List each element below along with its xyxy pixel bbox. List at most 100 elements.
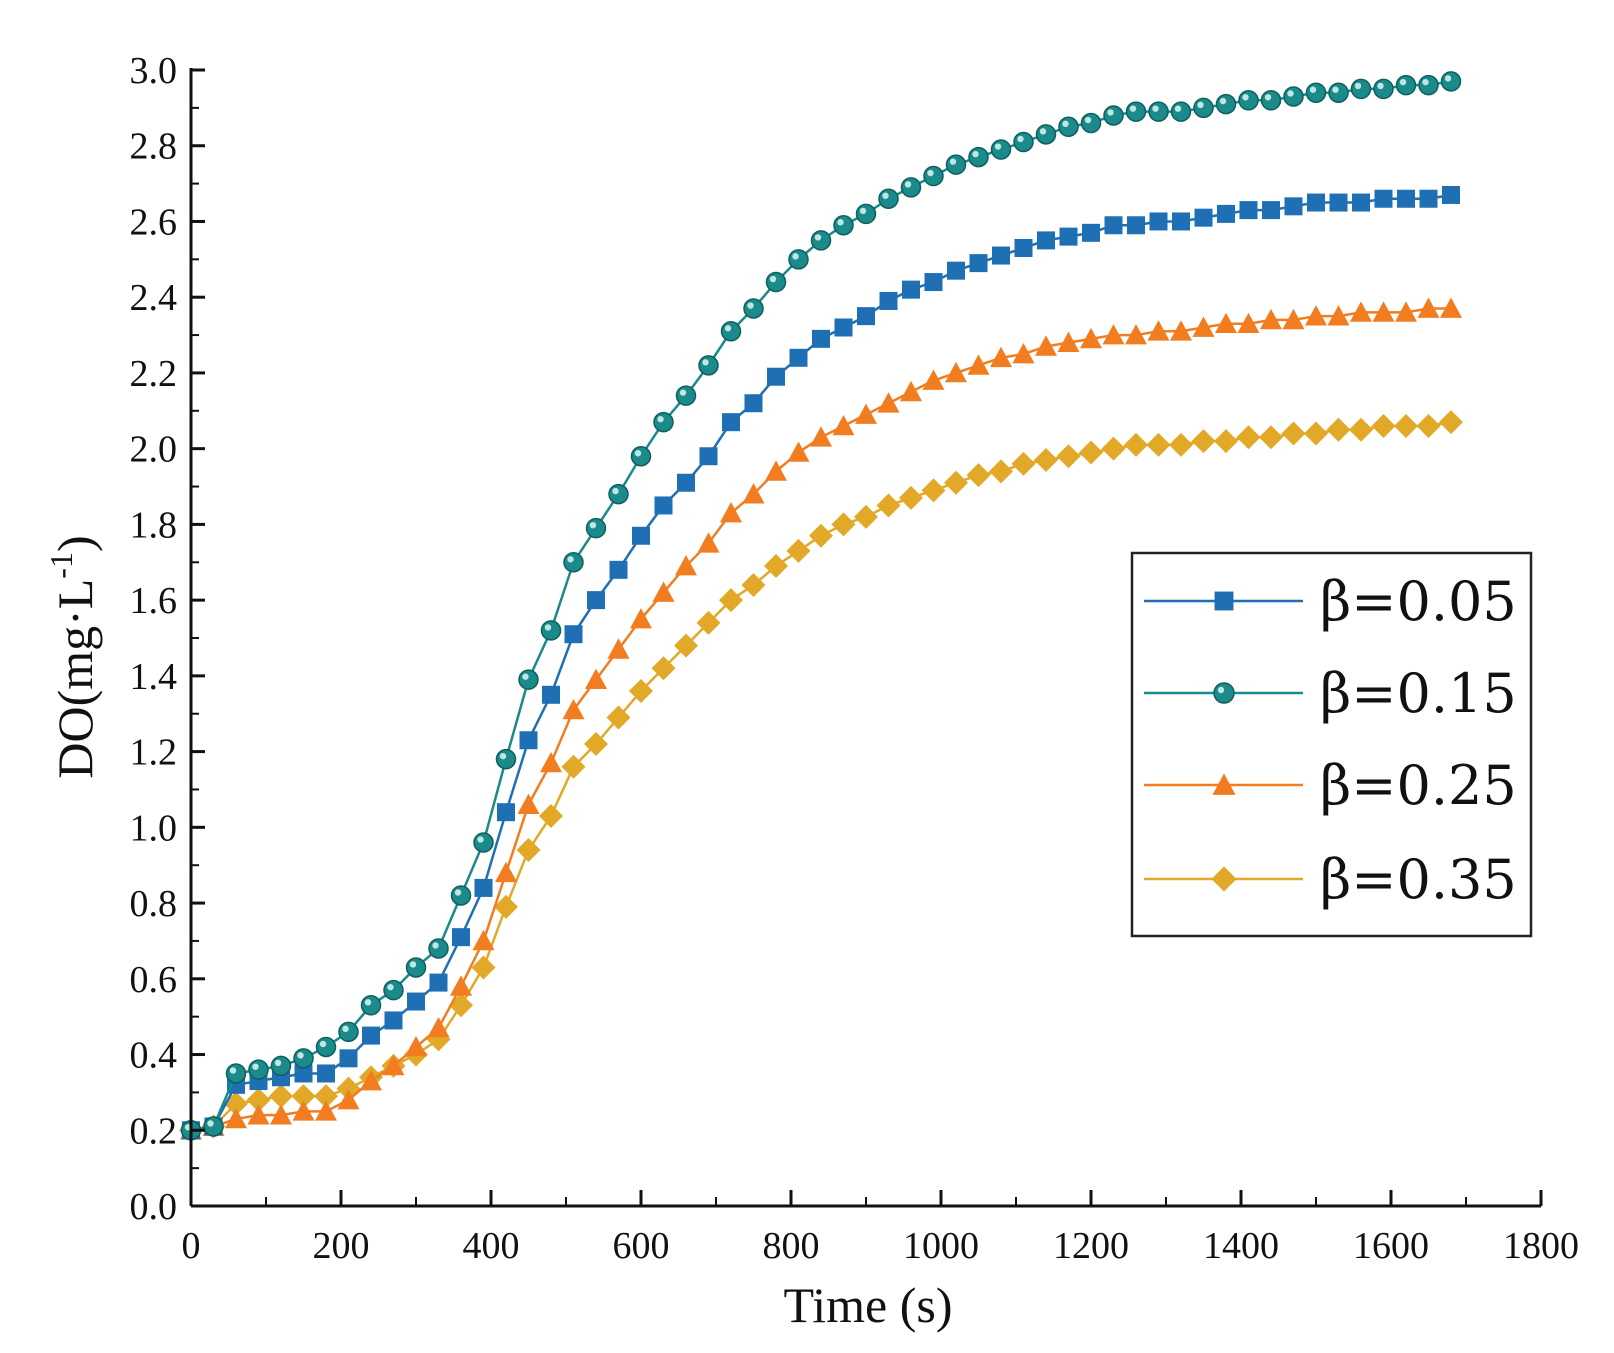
data-point [314, 1084, 338, 1109]
data-point-highlight [364, 999, 372, 1006]
data-point [722, 413, 740, 432]
y-tick-label: 0.6 [130, 959, 178, 1001]
data-point-highlight [1084, 116, 1092, 124]
data-point [452, 928, 470, 947]
data-point [1259, 425, 1283, 450]
data-point [947, 261, 965, 280]
data-point [540, 620, 562, 641]
data-point [1374, 189, 1393, 208]
data-point [516, 838, 541, 863]
data-point [517, 793, 540, 814]
data-point [450, 885, 472, 906]
data-point-highlight [297, 1052, 304, 1059]
data-point-highlight [657, 415, 664, 423]
series-4 [179, 410, 1463, 1143]
data-point [360, 995, 382, 1016]
data-point [294, 1064, 313, 1083]
data-point [339, 1049, 358, 1068]
data-point [944, 470, 968, 495]
data-point-highlight [859, 207, 867, 215]
data-point [924, 273, 943, 292]
data-point [899, 485, 923, 510]
data-point [270, 1055, 292, 1077]
data-point [585, 517, 607, 539]
data-point-highlight [207, 1120, 214, 1127]
y-tick-label: 1.8 [130, 504, 178, 546]
data-point [494, 894, 518, 919]
data-point [315, 1100, 337, 1121]
x-axis: 0 200 400 600 800 1000 1200 1400 1600 1800 [182, 1190, 1579, 1267]
y-tick-label: 0.8 [130, 883, 178, 925]
data-point [1035, 335, 1057, 356]
data-point [497, 803, 515, 822]
data-point [742, 483, 765, 504]
data-point [1058, 116, 1079, 138]
data-point [744, 394, 763, 413]
data-point [675, 555, 697, 576]
data-point [878, 188, 899, 209]
data-point [879, 291, 898, 310]
data-point-highlight [589, 521, 597, 529]
y-tick-label: 1.4 [130, 656, 178, 698]
data-point-highlight [814, 234, 822, 241]
data-point-highlight [927, 169, 934, 177]
data-point [1079, 440, 1103, 465]
data-point [563, 552, 584, 573]
data-point [1125, 101, 1147, 122]
data-point [697, 532, 720, 553]
data-point [269, 1084, 293, 1109]
data-point [1305, 82, 1327, 103]
data-point [1260, 308, 1282, 330]
data-point [293, 1048, 314, 1069]
data-point [857, 307, 875, 326]
data-point [1146, 432, 1171, 457]
data-point [248, 1059, 269, 1080]
data-point [767, 367, 785, 386]
data-point [429, 973, 448, 992]
data-point [1442, 185, 1460, 204]
data-point-highlight [679, 389, 687, 396]
data-point [922, 369, 945, 390]
data-point [1283, 86, 1304, 107]
data-point [1104, 216, 1123, 235]
data-point [654, 496, 673, 515]
data-point-highlight [882, 192, 889, 199]
data-point [720, 502, 742, 523]
data-point [696, 610, 721, 635]
data-point [876, 493, 901, 518]
data-point [1147, 320, 1170, 341]
data-point [743, 298, 764, 319]
data-point-highlight [274, 1059, 282, 1067]
data-point [1326, 417, 1351, 442]
data-point [902, 280, 920, 299]
y-tick-label: 2.6 [130, 201, 178, 243]
data-point [337, 1088, 360, 1110]
data-point [1191, 429, 1216, 454]
data-point [1034, 448, 1058, 473]
x-tick-label: 1000 [903, 1225, 979, 1267]
data-point [1439, 410, 1463, 435]
data-point [607, 638, 630, 659]
y-tick-label: 2.0 [130, 429, 178, 471]
data-point [428, 938, 449, 959]
legend-item: β=0.05 [1144, 570, 1517, 633]
data-point [1014, 238, 1033, 257]
data-point [831, 512, 856, 537]
legend-item: β=0.25 [1144, 754, 1517, 817]
data-point-highlight [972, 150, 979, 158]
data-point [495, 861, 517, 883]
legend-box [1130, 551, 1533, 938]
data-point [383, 979, 404, 1001]
data-point [967, 354, 990, 375]
data-point [1011, 451, 1036, 476]
data-point [542, 685, 560, 704]
data-point [675, 385, 697, 406]
data-point [405, 1035, 427, 1057]
data-point-highlight [994, 143, 1002, 150]
data-point [1102, 324, 1125, 345]
data-point [1170, 320, 1192, 341]
data-point [1307, 193, 1325, 212]
data-point-highlight [904, 181, 912, 188]
data-point [764, 554, 788, 579]
data-point [382, 1054, 405, 1076]
